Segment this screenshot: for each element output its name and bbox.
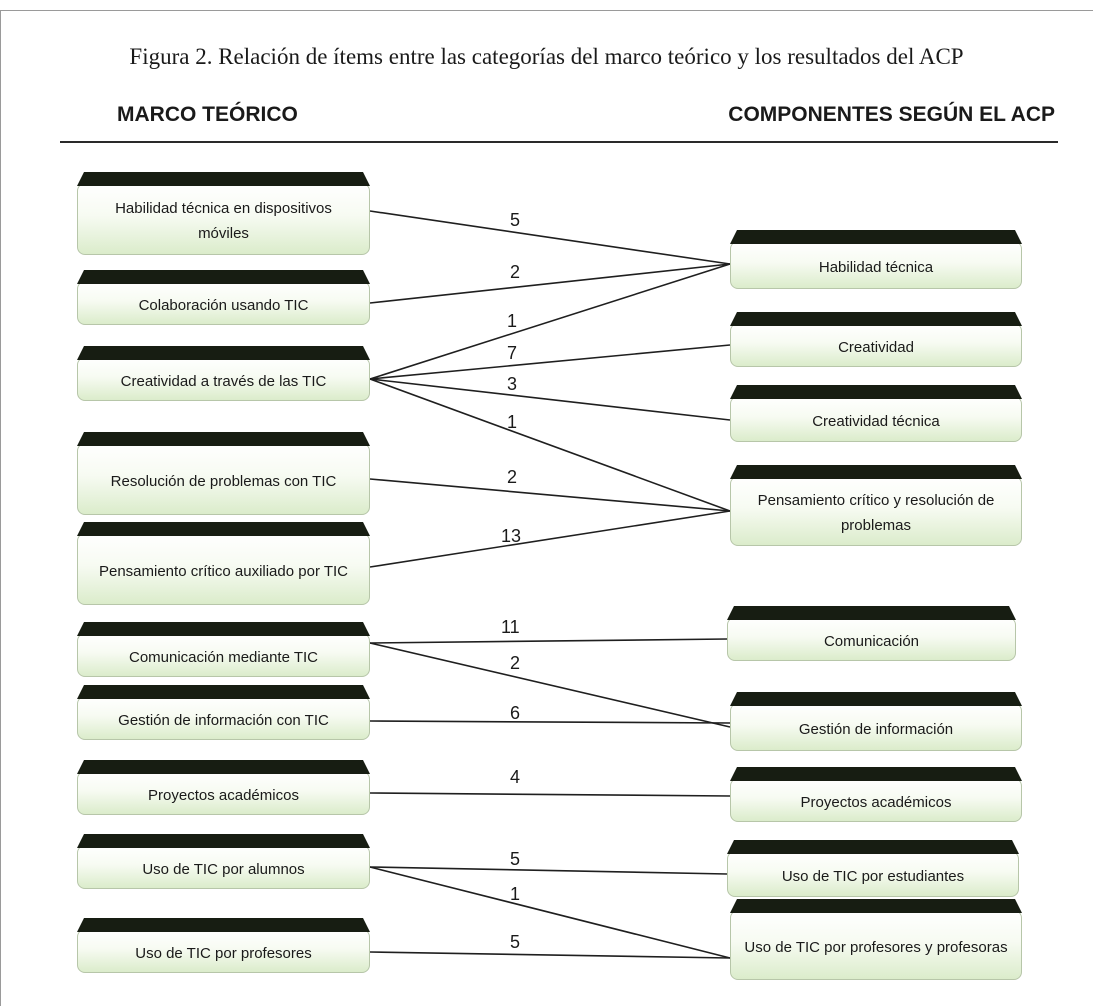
link-l3-r1 bbox=[369, 263, 731, 380]
component-node-label: Uso de TIC por estudiantes bbox=[781, 867, 965, 885]
link-l9-r8 bbox=[369, 866, 728, 875]
item-count-label: 5 bbox=[510, 849, 521, 869]
theory-node-label: Comunicación mediante TIC bbox=[129, 648, 318, 666]
component-node-label: Uso de TIC por profesores y profesoras bbox=[744, 938, 1008, 956]
link-l10-r9 bbox=[369, 951, 731, 959]
component-node-label: Pensamiento crítico y resolución de prob… bbox=[757, 492, 995, 534]
theory-node-9: Uso de TIC por alumnos bbox=[77, 845, 370, 889]
link-l6-r5 bbox=[369, 638, 728, 644]
item-count-label: 2 bbox=[507, 467, 518, 487]
component-node-label: Comunicación bbox=[823, 632, 920, 650]
link-l7-r6 bbox=[369, 720, 731, 724]
theory-node-label: Habilidad técnica en dispositivos móvile… bbox=[115, 200, 332, 242]
frame-left-border bbox=[0, 10, 1, 1006]
component-node-label: Creatividad bbox=[838, 338, 914, 356]
component-node-3: Creatividad técnica bbox=[730, 396, 1022, 442]
theory-node-1: Habilidad técnica en dispositivos móvile… bbox=[77, 183, 370, 255]
item-count-label: 1 bbox=[510, 884, 521, 904]
component-node-label: Habilidad técnica bbox=[818, 258, 934, 276]
theory-node-4: Resolución de problemas con TIC bbox=[77, 443, 370, 515]
theory-node-5: Pensamiento crítico auxiliado por TIC bbox=[77, 533, 370, 605]
component-node-4: Pensamiento crítico y resolución de prob… bbox=[730, 476, 1022, 546]
component-node-label: Proyectos académicos bbox=[800, 793, 952, 811]
theory-node-label: Pensamiento crítico auxiliado por TIC bbox=[98, 562, 348, 580]
link-l9-r9 bbox=[369, 866, 731, 959]
component-node-1: Habilidad técnica bbox=[730, 241, 1022, 289]
theory-node-8: Proyectos académicos bbox=[77, 771, 370, 815]
item-count-label: 1 bbox=[507, 412, 518, 432]
item-count-label: 5 bbox=[510, 210, 521, 230]
theory-node-label: Creatividad a través de las TIC bbox=[120, 372, 327, 390]
component-node-9: Uso de TIC por profesores y profesoras bbox=[730, 910, 1022, 980]
theory-node-label: Uso de TIC por profesores bbox=[135, 944, 312, 962]
theory-node-7: Gestión de información con TIC bbox=[77, 696, 370, 740]
theory-node-10: Uso de TIC por profesores bbox=[77, 929, 370, 973]
theory-node-label: Proyectos académicos bbox=[148, 786, 299, 804]
component-node-label: Creatividad técnica bbox=[812, 412, 940, 430]
theory-node-label: Uso de TIC por alumnos bbox=[142, 860, 305, 878]
theory-node-2: Colaboración usando TIC bbox=[77, 281, 370, 325]
link-l6-r6 bbox=[369, 642, 731, 728]
theory-node-label: Resolución de problemas con TIC bbox=[110, 472, 337, 490]
link-l4-r4 bbox=[369, 478, 731, 512]
right-column-heading: COMPONENTES SEGÚN EL ACP bbox=[728, 103, 1055, 126]
item-count-label: 13 bbox=[501, 526, 522, 546]
item-count-label: 2 bbox=[510, 653, 521, 673]
link-l3-r2 bbox=[369, 344, 731, 380]
item-count-label: 5 bbox=[510, 932, 521, 952]
theory-node-6: Comunicación mediante TIC bbox=[77, 633, 370, 677]
heading-rule bbox=[60, 141, 1058, 143]
left-column-heading: MARCO TEÓRICO bbox=[117, 103, 298, 126]
item-count-label: 3 bbox=[507, 374, 518, 394]
component-node-label: Gestión de información bbox=[798, 720, 954, 738]
link-l5-r4 bbox=[369, 510, 731, 568]
component-node-8: Uso de TIC por estudiantes bbox=[727, 851, 1019, 897]
item-count-label: 4 bbox=[510, 767, 521, 787]
theory-node-label: Gestión de información con TIC bbox=[118, 711, 329, 729]
item-count-label: 11 bbox=[501, 617, 520, 637]
item-count-label: 6 bbox=[510, 703, 521, 723]
link-l3-r3 bbox=[369, 378, 731, 421]
component-node-6: Gestión de información bbox=[730, 703, 1022, 751]
link-l2-r1 bbox=[369, 263, 731, 304]
frame-top-border bbox=[0, 10, 1093, 11]
theory-node-3: Creatividad a través de las TIC bbox=[77, 357, 370, 401]
item-count-label: 1 bbox=[507, 311, 518, 331]
item-count-label: 7 bbox=[507, 343, 518, 363]
figure-caption: Figura 2. Relación de ítems entre las ca… bbox=[129, 44, 964, 69]
link-l3-r4 bbox=[369, 378, 731, 512]
item-count-label: 2 bbox=[510, 262, 521, 282]
component-node-5: Comunicación bbox=[727, 617, 1016, 661]
link-l1-r1 bbox=[369, 210, 731, 265]
link-l8-r7 bbox=[369, 792, 731, 797]
component-node-7: Proyectos académicos bbox=[730, 778, 1022, 822]
theory-node-label: Colaboración usando TIC bbox=[138, 296, 309, 314]
component-node-2: Creatividad bbox=[730, 323, 1022, 367]
